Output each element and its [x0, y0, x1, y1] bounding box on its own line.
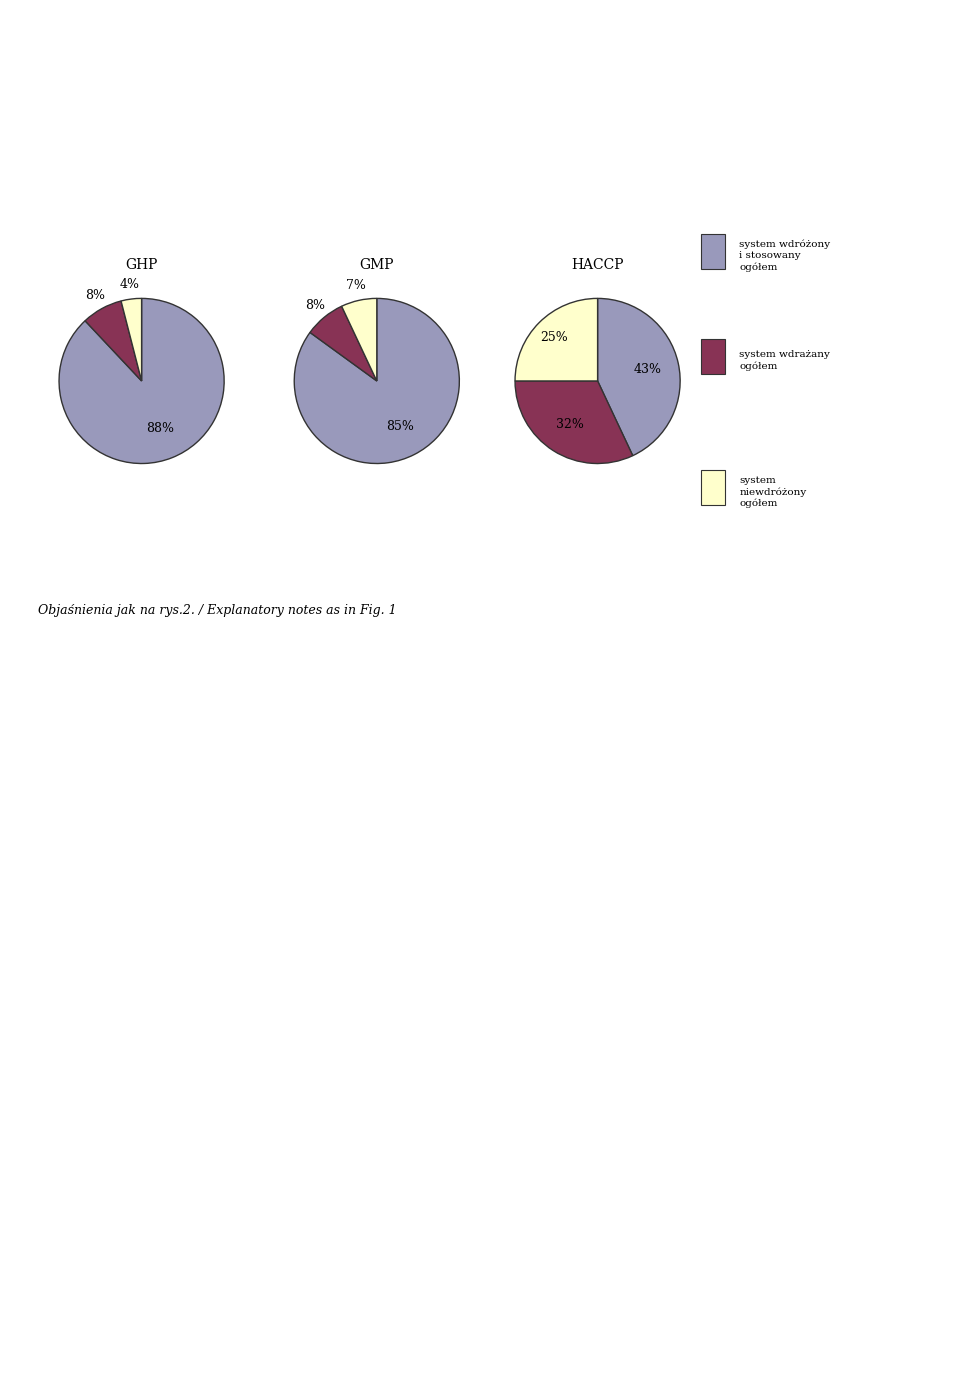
Wedge shape	[597, 298, 680, 456]
Title: HACCP: HACCP	[571, 259, 624, 273]
Text: 7%: 7%	[346, 280, 366, 292]
Text: system
niewdróżony
ogółem: system niewdróżony ogółem	[739, 475, 806, 509]
Title: GHP: GHP	[126, 259, 157, 273]
Text: Objaśnienia jak na rys.2. / Explanatory notes as in Fig. 1: Objaśnienia jak na rys.2. / Explanatory …	[38, 604, 397, 617]
Text: 43%: 43%	[634, 363, 661, 376]
Bar	[701, 470, 725, 506]
Text: 8%: 8%	[84, 289, 105, 302]
Text: system wdróżony
i stosowany
ogółem: system wdróżony i stosowany ogółem	[739, 239, 830, 271]
Wedge shape	[294, 298, 459, 464]
Bar	[701, 233, 725, 268]
Title: GMP: GMP	[360, 259, 394, 273]
Bar	[701, 340, 725, 375]
Text: 85%: 85%	[386, 419, 414, 433]
Wedge shape	[515, 380, 633, 464]
Wedge shape	[60, 298, 224, 464]
Text: 25%: 25%	[540, 331, 567, 344]
Wedge shape	[342, 298, 377, 380]
Text: 4%: 4%	[119, 278, 139, 291]
Wedge shape	[310, 306, 376, 380]
Text: 32%: 32%	[556, 418, 584, 431]
Wedge shape	[121, 298, 142, 380]
Text: 88%: 88%	[147, 422, 175, 435]
Wedge shape	[516, 298, 598, 380]
Wedge shape	[85, 301, 142, 380]
Text: system wdrażany
ogółem: system wdrażany ogółem	[739, 351, 830, 372]
Text: 8%: 8%	[304, 299, 324, 312]
